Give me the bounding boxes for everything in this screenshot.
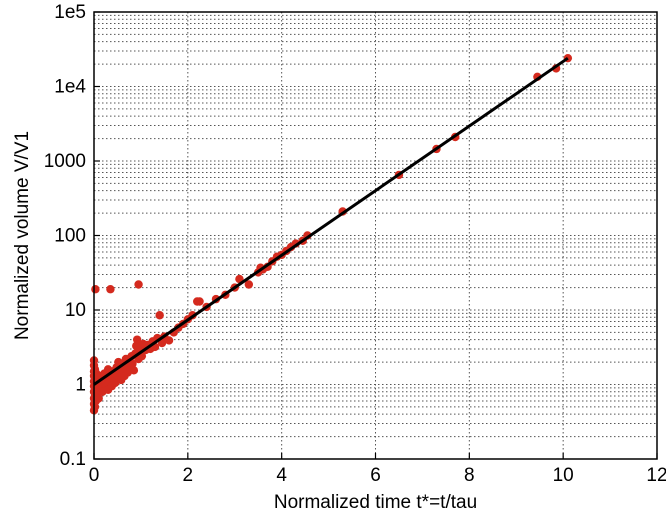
x-tick-label: 6 <box>370 465 381 486</box>
data-point <box>132 335 142 344</box>
y-tick-label: 10 <box>65 300 86 321</box>
data-point <box>94 394 103 403</box>
y-tick-labels: 0.1 1 10 100 1000 1e4 1e5 <box>44 2 87 470</box>
y-tick-label: 1000 <box>44 151 86 172</box>
y-tick-label: 100 <box>54 226 86 247</box>
y-tick-label: 1 <box>75 375 86 396</box>
data-point <box>155 311 164 320</box>
y-tick-label: 1e5 <box>54 2 86 23</box>
x-tick-labels: 0 2 4 6 8 10 12 <box>89 465 666 486</box>
x-tick-label: 8 <box>464 465 475 486</box>
fit-line <box>93 56 569 386</box>
data-point <box>91 285 100 294</box>
x-axis-label: Normalized time t*=t/tau <box>274 492 477 513</box>
x-tick-label: 4 <box>276 465 287 486</box>
data-point <box>128 359 137 368</box>
y-tick-label: 0.1 <box>60 449 86 470</box>
plot-frame <box>93 11 658 460</box>
x-tick-label: 2 <box>183 465 194 486</box>
x-tick-label: 0 <box>89 465 100 486</box>
grid <box>94 12 657 460</box>
x-tick-label: 12 <box>646 465 666 486</box>
data-point <box>164 336 174 345</box>
y-tick-label: 1e4 <box>54 77 86 98</box>
x-tick-label: 10 <box>553 465 574 486</box>
data-point <box>195 297 204 306</box>
data-point <box>134 280 143 289</box>
fit-line-group <box>93 56 569 386</box>
data-point <box>157 338 167 348</box>
data-point <box>129 366 139 375</box>
data-point <box>106 285 115 294</box>
data-point <box>244 280 254 289</box>
y-axis-label: Normalized volume V/V1 <box>12 131 33 340</box>
